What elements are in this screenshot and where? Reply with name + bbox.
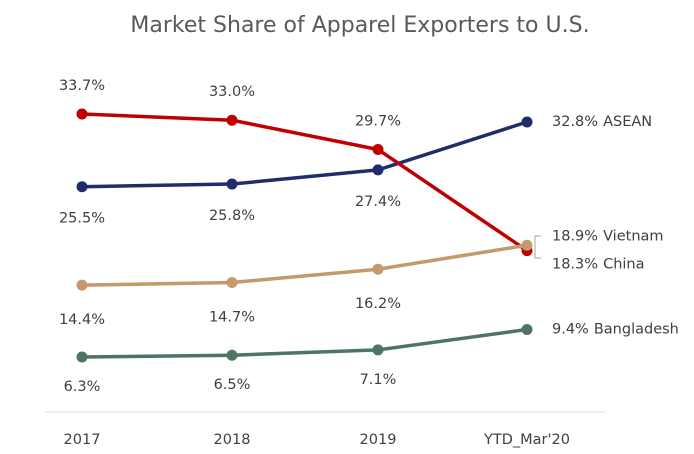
data-label: 25.8%	[209, 208, 255, 224]
data-label: 32.8%	[552, 114, 598, 130]
data-label: 27.4%	[355, 194, 401, 210]
data-point	[372, 344, 384, 356]
data-point	[76, 108, 88, 120]
data-label: 7.1%	[360, 372, 397, 388]
chart-title: Market Share of Apparel Exporters to U.S…	[130, 13, 589, 38]
series-line	[81, 112, 528, 253]
legend-label: Bangladesh	[594, 322, 679, 338]
data-label: 29.7%	[355, 113, 401, 129]
end-label: 32.8% ASEAN	[552, 114, 652, 130]
data-label: 33.0%	[209, 84, 255, 100]
data-label: 33.7%	[59, 78, 105, 94]
data-point	[372, 143, 384, 155]
x-tick-label: YTD_Mar'20	[483, 432, 570, 448]
end-label: 18.9% Vietnam	[552, 228, 664, 244]
legend-label: Vietnam	[603, 228, 663, 244]
data-label: 18.3%	[552, 257, 598, 273]
data-label: 9.4%	[552, 322, 589, 338]
data-point	[76, 351, 88, 363]
data-label: 6.3%	[64, 379, 101, 395]
label-bracket	[534, 235, 541, 259]
legend-label: ASEAN	[603, 114, 652, 130]
data-label: 18.9%	[552, 228, 598, 244]
data-label: 6.5%	[214, 377, 251, 393]
data-point	[76, 181, 88, 193]
data-label: 25.5%	[59, 211, 105, 227]
data-point	[226, 349, 238, 361]
legend-label: China	[603, 257, 644, 273]
x-tick-label: 2019	[360, 432, 397, 448]
x-tick-label: 2018	[214, 432, 251, 448]
series-line	[81, 243, 528, 287]
data-point	[372, 263, 384, 275]
data-label: 14.7%	[209, 310, 255, 326]
end-label: 9.4% Bangladesh	[552, 322, 679, 338]
data-label: 16.2%	[355, 296, 401, 312]
end-label: 18.3% China	[552, 257, 645, 273]
data-label: 14.4%	[59, 312, 105, 328]
data-point	[372, 164, 384, 176]
data-point	[226, 114, 238, 126]
data-point	[521, 239, 533, 251]
series-line	[81, 327, 528, 359]
data-point	[226, 178, 238, 190]
data-point	[76, 279, 88, 291]
x-tick-label: 2017	[64, 432, 101, 448]
data-point	[521, 324, 533, 336]
data-point	[521, 116, 533, 128]
data-point	[226, 277, 238, 289]
series-line	[81, 120, 528, 189]
